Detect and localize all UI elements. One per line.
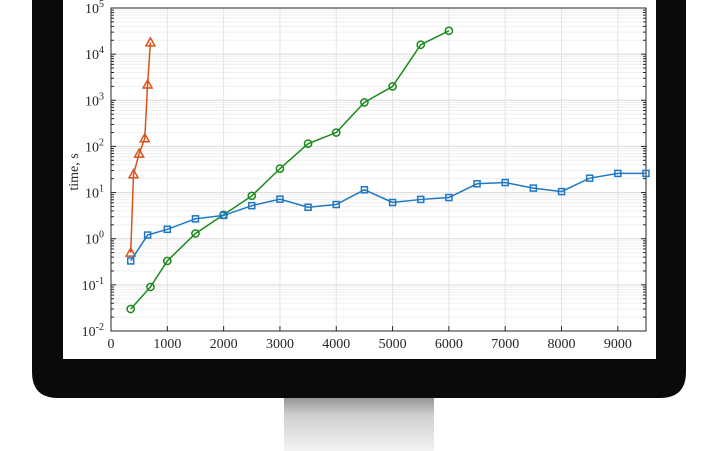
data-point	[144, 36, 157, 47]
data-point	[275, 164, 285, 173]
y-tick-label: 10-1	[82, 276, 104, 294]
grid	[110, 8, 646, 332]
data-point	[642, 169, 650, 178]
x-tick-label: 0	[108, 337, 115, 352]
data-point	[162, 256, 172, 266]
data-point	[124, 246, 137, 257]
data-point	[501, 178, 509, 187]
data-point	[388, 82, 397, 91]
data-point	[388, 198, 397, 207]
data-point	[332, 200, 341, 209]
y-tick-label: 102	[85, 137, 104, 155]
data-point	[303, 139, 313, 148]
series-line	[129, 42, 152, 253]
y-tick-label: 100	[85, 230, 104, 248]
data-point	[585, 174, 594, 182]
x-tick-label: 2000	[210, 337, 238, 352]
y-tick-label: 103	[85, 91, 104, 109]
x-tick-label: 4000	[322, 337, 350, 352]
data-point	[127, 168, 140, 179]
x-tick-label: 1000	[153, 337, 181, 352]
series-triangle	[124, 36, 157, 257]
data-point	[360, 186, 369, 194]
data-point	[331, 128, 341, 137]
monitor-stand	[284, 396, 434, 451]
data-point	[126, 257, 135, 265]
x-tick-label: 9000	[604, 337, 632, 352]
data-point	[163, 225, 172, 234]
series-line	[130, 172, 646, 262]
data-point	[473, 180, 481, 188]
data-point	[133, 147, 145, 158]
y-tick-label: 101	[85, 184, 104, 202]
y-axis-label: time, s	[67, 153, 82, 190]
data-point	[360, 98, 369, 107]
data-point	[416, 40, 426, 50]
data-point	[143, 231, 152, 239]
series	[124, 26, 650, 314]
data-point	[529, 184, 538, 192]
data-point	[248, 201, 256, 210]
plot-frame	[110, 7, 647, 332]
data-point	[191, 215, 200, 223]
series-square	[126, 169, 650, 265]
data-point	[614, 169, 622, 178]
data-point	[445, 193, 453, 202]
series-circle	[126, 26, 454, 314]
data-point	[219, 211, 228, 220]
data-point	[416, 195, 425, 204]
x-tick-label: 3000	[266, 337, 294, 352]
data-point	[191, 229, 200, 238]
data-point	[126, 304, 136, 314]
data-point	[146, 282, 155, 292]
x-tick-label: 6000	[435, 337, 463, 352]
y-tick-label: 105	[85, 0, 104, 17]
data-point	[444, 26, 454, 36]
data-point	[141, 78, 154, 89]
x-tick-label: 8000	[548, 337, 576, 352]
y-tick-label: 10-2	[82, 322, 104, 340]
x-tick-label: 5000	[379, 337, 407, 352]
data-point	[139, 132, 151, 143]
data-point	[247, 191, 257, 201]
x-tick-label: 7000	[491, 337, 519, 352]
axis-ticks: 0 1000 2000 3000 4000 5000 6000 7000 8000 9000 10-…	[82, 0, 646, 352]
y-tick-label: 104	[85, 45, 104, 63]
series-line	[130, 30, 450, 310]
data-point	[304, 203, 312, 212]
data-point	[276, 195, 284, 203]
data-point	[557, 187, 566, 196]
